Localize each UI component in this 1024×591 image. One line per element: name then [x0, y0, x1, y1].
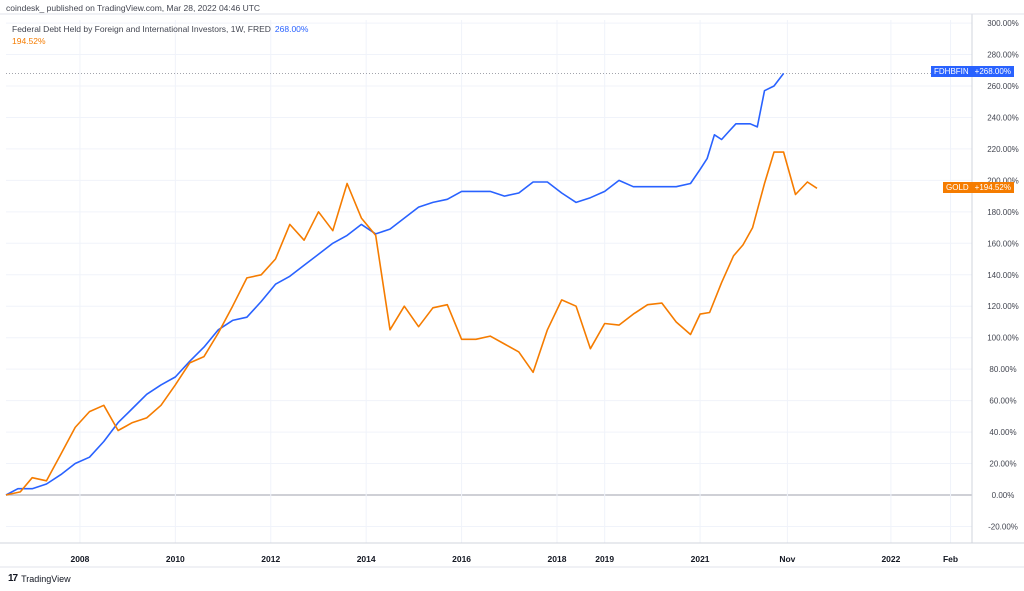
y-tick-label: 220.00% [987, 145, 1019, 154]
y-tick-label: 240.00% [987, 113, 1019, 122]
x-tick-label: 2018 [548, 554, 567, 564]
series-group [5, 72, 818, 496]
tag-value-fdhbfin: +268.00% [974, 67, 1011, 76]
y-tick-label: 280.00% [987, 51, 1019, 60]
y-tick-label: 60.00% [989, 397, 1016, 406]
x-tick-label: 2012 [261, 554, 280, 564]
grid [6, 20, 972, 543]
y-tick-label: 80.00% [989, 365, 1016, 374]
tag-label-gold: GOLD [946, 183, 969, 192]
published-line: coindesk_ published on TradingView.com, … [6, 3, 261, 13]
legend-value-gold: 194.52% [12, 36, 46, 46]
y-tick-label: 0.00% [992, 491, 1015, 500]
x-tick-label: Nov [779, 554, 795, 564]
tag-label-fdhbfin: FDHBFIN [934, 67, 969, 76]
tag-value-gold: +194.52% [974, 183, 1011, 192]
brand-name: TradingView [21, 573, 71, 584]
series-line-fdhbfin [5, 72, 785, 496]
y-tick-label: 40.00% [989, 428, 1016, 437]
price-tag-fdhbfin: FDHBFIN +268.00% [931, 66, 1014, 77]
legend[interactable]: Federal Debt Held by Foreign and Interna… [12, 23, 308, 47]
y-tick-label: -20.00% [988, 522, 1018, 531]
y-tick-label: 300.00% [987, 19, 1019, 28]
x-tick-label: 2010 [166, 554, 185, 564]
legend-title: Federal Debt Held by Foreign and Interna… [12, 24, 271, 34]
x-tick-label: 2008 [70, 554, 89, 564]
y-tick-label: 200.00% [987, 176, 1019, 185]
series-line-gold [5, 151, 818, 496]
x-tick-label: 2021 [691, 554, 710, 564]
price-tag-gold: GOLD +194.52% [943, 182, 1014, 193]
tradingview-logo-icon: 17 [8, 573, 18, 584]
y-tick-label: 180.00% [987, 208, 1019, 217]
y-tick-label: 100.00% [987, 334, 1019, 343]
x-tick-label: 2022 [881, 554, 900, 564]
footer-brand[interactable]: 17 TradingView [8, 573, 71, 584]
legend-value-fdhbfin: 268.00% [274, 24, 309, 34]
axis-lines [0, 13, 1024, 568]
x-axis: 2008 2010 2012 2014 2016 2018 2019 2021 Nov 2022 F… [70, 554, 958, 564]
y-axis: -20.00% 0.00% 20.00% 40.00% 60.00% 80.00% 100.… [987, 19, 1019, 531]
y-tick-label: 20.00% [989, 460, 1016, 469]
x-tick-label: 2014 [357, 554, 376, 564]
y-tick-label: 120.00% [987, 302, 1019, 311]
y-tick-label: 140.00% [987, 271, 1019, 280]
x-tick-label: Feb [943, 554, 958, 564]
y-tick-label: 260.00% [987, 82, 1019, 91]
x-tick-label: 2019 [595, 554, 614, 564]
x-tick-label: 2016 [452, 554, 471, 564]
y-tick-label: 160.00% [987, 239, 1019, 248]
